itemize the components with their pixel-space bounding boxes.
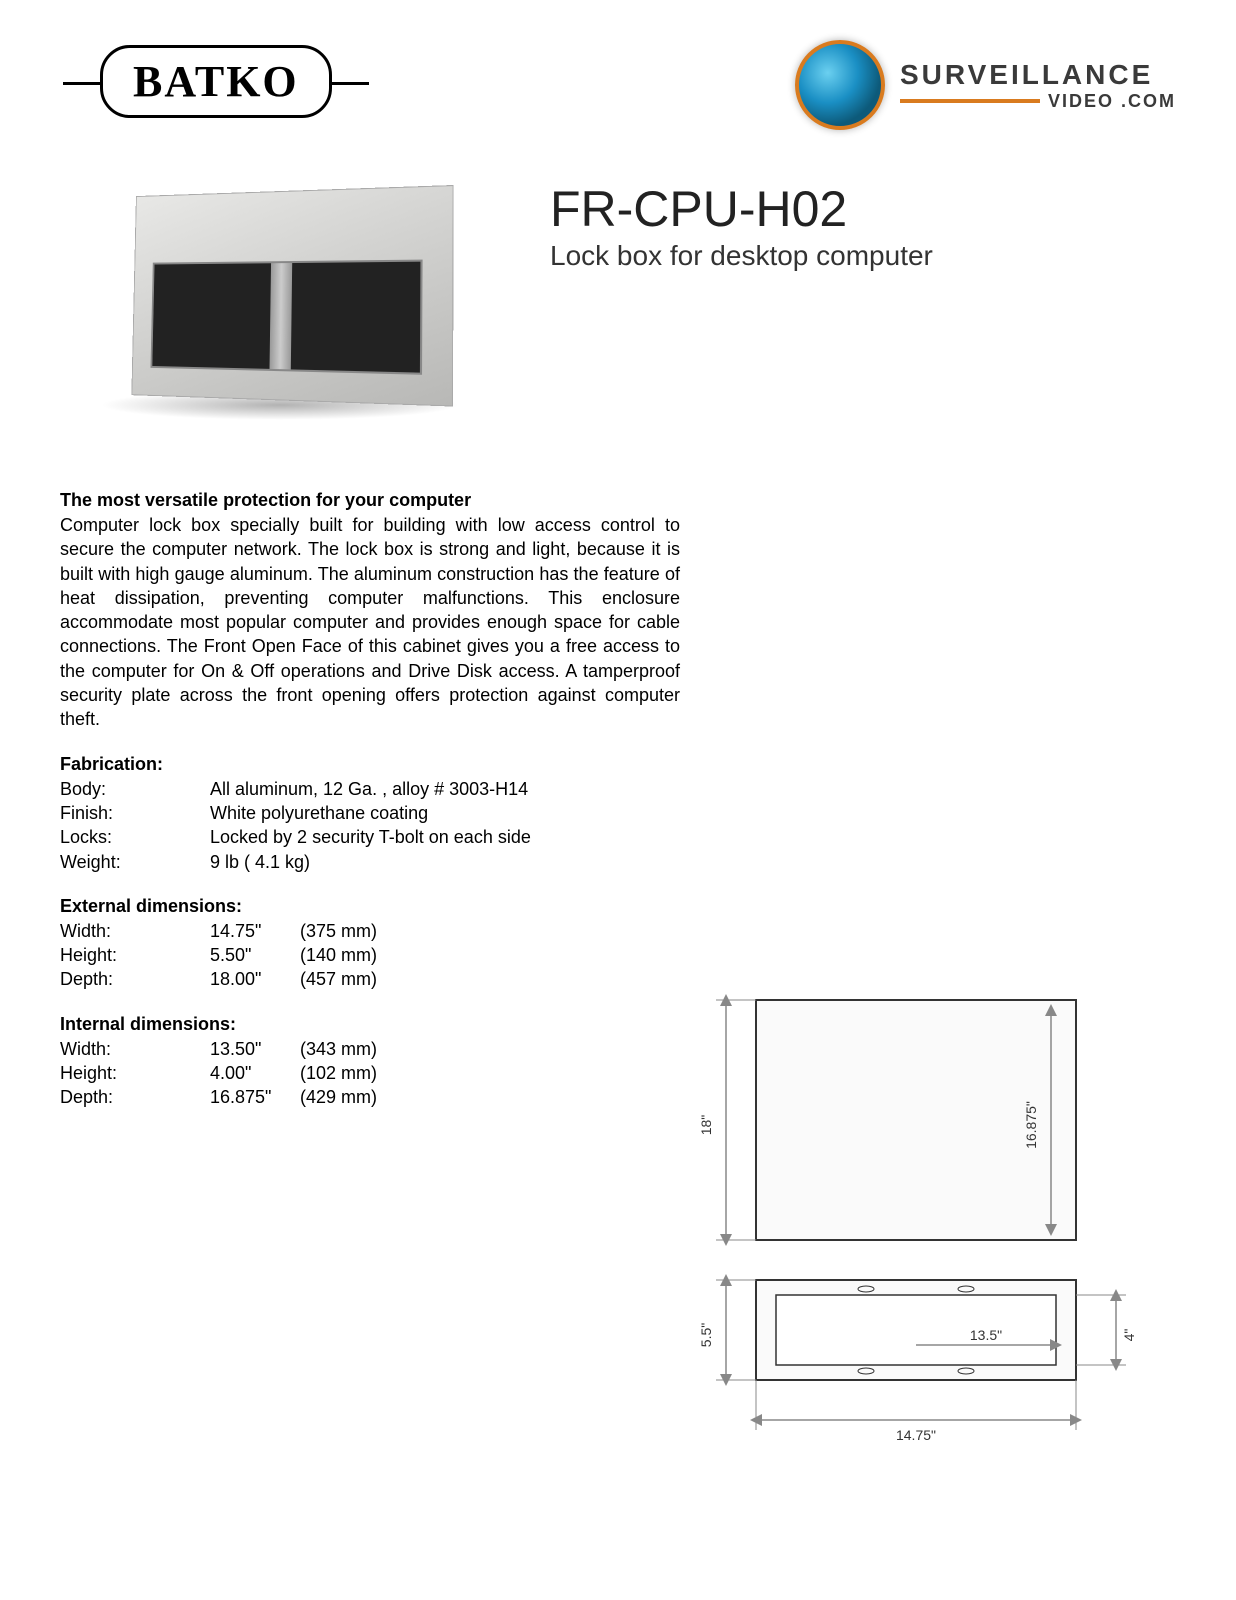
product-photo bbox=[60, 170, 490, 450]
dim-16875: 16.875" bbox=[1023, 1101, 1039, 1149]
dim-135: 13.5" bbox=[970, 1327, 1002, 1343]
spec-label: Finish: bbox=[60, 801, 210, 825]
dim-4: 4" bbox=[1121, 1329, 1137, 1342]
spec-label: Depth: bbox=[60, 967, 210, 991]
spec-value-mm: (140 mm) bbox=[300, 943, 377, 967]
dim-55: 5.5" bbox=[698, 1323, 714, 1347]
spec-label: Body: bbox=[60, 777, 210, 801]
spec-label: Height: bbox=[60, 943, 210, 967]
batko-logo-text: BATKO bbox=[133, 57, 299, 106]
spec-value: All aluminum, 12 Ga. , alloy # 3003-H14 bbox=[210, 777, 680, 801]
spec-value-mm: (343 mm) bbox=[300, 1037, 377, 1061]
spec-value: White polyurethane coating bbox=[210, 801, 680, 825]
batko-logo: BATKO bbox=[100, 45, 332, 118]
dim-18: 18" bbox=[698, 1115, 714, 1136]
external-section: External dimensions: Width:14.75"(375 mm… bbox=[60, 896, 680, 992]
product-code: FR-CPU-H02 bbox=[550, 180, 1176, 238]
description-heading: The most versatile protection for your c… bbox=[60, 490, 680, 511]
spec-label: Width: bbox=[60, 1037, 210, 1061]
spec-value-inches: 18.00" bbox=[210, 967, 300, 991]
sv-logo-line1: SURVEILLANCE bbox=[900, 59, 1176, 91]
hero-row: FR-CPU-H02 Lock box for desktop computer bbox=[60, 170, 1176, 450]
fabrication-row: Weight:9 lb ( 4.1 kg) bbox=[60, 850, 680, 874]
fabrication-row: Body:All aluminum, 12 Ga. , alloy # 3003… bbox=[60, 777, 680, 801]
spec-label: Weight: bbox=[60, 850, 210, 874]
sv-logo-bar bbox=[900, 99, 1040, 103]
dimension-row: Depth:16.875"(429 mm) bbox=[60, 1085, 680, 1109]
fabrication-section: Fabrication: Body:All aluminum, 12 Ga. ,… bbox=[60, 754, 680, 874]
description-block: The most versatile protection for your c… bbox=[60, 490, 680, 732]
spec-label: Depth: bbox=[60, 1085, 210, 1109]
dimension-row: Depth:18.00"(457 mm) bbox=[60, 967, 680, 991]
spec-value-mm: (375 mm) bbox=[300, 919, 377, 943]
spec-value-mm: (429 mm) bbox=[300, 1085, 377, 1109]
spec-value-mm: (102 mm) bbox=[300, 1061, 377, 1085]
external-heading: External dimensions: bbox=[60, 896, 680, 917]
sv-logo-line2: VIDEO .COM bbox=[1048, 91, 1176, 112]
internal-section: Internal dimensions: Width:13.50"(343 mm… bbox=[60, 1014, 680, 1110]
spec-label: Width: bbox=[60, 919, 210, 943]
fabrication-heading: Fabrication: bbox=[60, 754, 680, 775]
internal-heading: Internal dimensions: bbox=[60, 1014, 680, 1035]
fabrication-row: Locks:Locked by 2 security T-bolt on eac… bbox=[60, 825, 680, 849]
title-block: FR-CPU-H02 Lock box for desktop computer bbox=[550, 170, 1176, 450]
spec-value-inches: 14.75" bbox=[210, 919, 300, 943]
spec-value-mm: (457 mm) bbox=[300, 967, 377, 991]
sv-globe-icon bbox=[795, 40, 885, 130]
technical-drawing: 18" 16.875" 5.5" 13.5" 4" 14.75" bbox=[656, 990, 1176, 1460]
dimension-row: Height:4.00"(102 mm) bbox=[60, 1061, 680, 1085]
fabrication-row: Finish:White polyurethane coating bbox=[60, 801, 680, 825]
spec-value-inches: 4.00" bbox=[210, 1061, 300, 1085]
surveillance-video-logo: SURVEILLANCE VIDEO .COM bbox=[795, 40, 1176, 130]
spec-label: Locks: bbox=[60, 825, 210, 849]
dimension-row: Width:14.75"(375 mm) bbox=[60, 919, 680, 943]
spec-value: Locked by 2 security T-bolt on each side bbox=[210, 825, 680, 849]
spec-value-inches: 16.875" bbox=[210, 1085, 300, 1109]
description-body: Computer lock box specially built for bu… bbox=[60, 513, 680, 732]
dimension-row: Height:5.50"(140 mm) bbox=[60, 943, 680, 967]
product-subtitle: Lock box for desktop computer bbox=[550, 240, 1176, 272]
header: BATKO SURVEILLANCE VIDEO .COM bbox=[60, 40, 1176, 130]
spec-value-inches: 13.50" bbox=[210, 1037, 300, 1061]
spec-label: Height: bbox=[60, 1061, 210, 1085]
spec-value: 9 lb ( 4.1 kg) bbox=[210, 850, 680, 874]
spec-value-inches: 5.50" bbox=[210, 943, 300, 967]
dimension-row: Width:13.50"(343 mm) bbox=[60, 1037, 680, 1061]
dim-1475: 14.75" bbox=[896, 1427, 936, 1443]
